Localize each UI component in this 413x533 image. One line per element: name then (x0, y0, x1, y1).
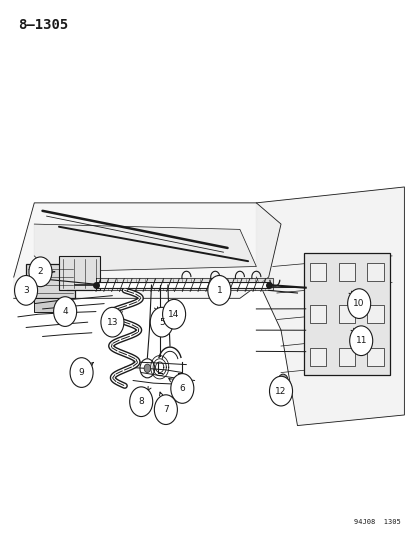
Circle shape (14, 276, 38, 305)
Circle shape (349, 326, 372, 356)
Text: 94J08  1305: 94J08 1305 (353, 519, 399, 525)
Text: 6: 6 (179, 384, 185, 393)
Text: 1: 1 (216, 286, 222, 295)
Circle shape (347, 289, 370, 318)
FancyBboxPatch shape (338, 305, 354, 323)
Text: 5: 5 (159, 318, 164, 327)
Text: 7: 7 (163, 405, 169, 414)
FancyBboxPatch shape (366, 263, 383, 281)
FancyBboxPatch shape (366, 305, 383, 323)
Polygon shape (96, 278, 272, 290)
Circle shape (101, 308, 123, 337)
Polygon shape (14, 203, 280, 298)
FancyBboxPatch shape (338, 348, 354, 366)
Circle shape (154, 395, 177, 424)
Polygon shape (256, 187, 404, 425)
Text: 12: 12 (275, 386, 286, 395)
Circle shape (162, 300, 185, 329)
FancyBboxPatch shape (59, 256, 100, 290)
Text: 14: 14 (168, 310, 179, 319)
FancyBboxPatch shape (34, 298, 59, 312)
Polygon shape (34, 224, 256, 272)
Circle shape (150, 308, 173, 337)
Text: 8: 8 (138, 397, 144, 406)
Text: 3: 3 (23, 286, 29, 295)
FancyBboxPatch shape (26, 264, 75, 298)
Circle shape (54, 297, 76, 326)
FancyBboxPatch shape (309, 263, 325, 281)
Circle shape (278, 374, 287, 387)
Circle shape (171, 374, 193, 403)
Circle shape (29, 257, 52, 287)
Text: 11: 11 (355, 336, 366, 345)
Circle shape (144, 364, 150, 373)
FancyBboxPatch shape (303, 253, 389, 375)
FancyBboxPatch shape (309, 305, 325, 323)
FancyBboxPatch shape (338, 263, 354, 281)
Text: 2: 2 (38, 268, 43, 276)
Text: 10: 10 (353, 299, 364, 308)
Text: 13: 13 (107, 318, 118, 327)
FancyBboxPatch shape (309, 348, 325, 366)
Text: 4: 4 (62, 307, 68, 316)
Circle shape (129, 387, 152, 417)
Circle shape (269, 376, 292, 406)
Circle shape (70, 358, 93, 387)
FancyBboxPatch shape (366, 348, 383, 366)
Circle shape (207, 276, 230, 305)
Text: 8–1305: 8–1305 (18, 18, 68, 33)
Text: 9: 9 (78, 368, 84, 377)
